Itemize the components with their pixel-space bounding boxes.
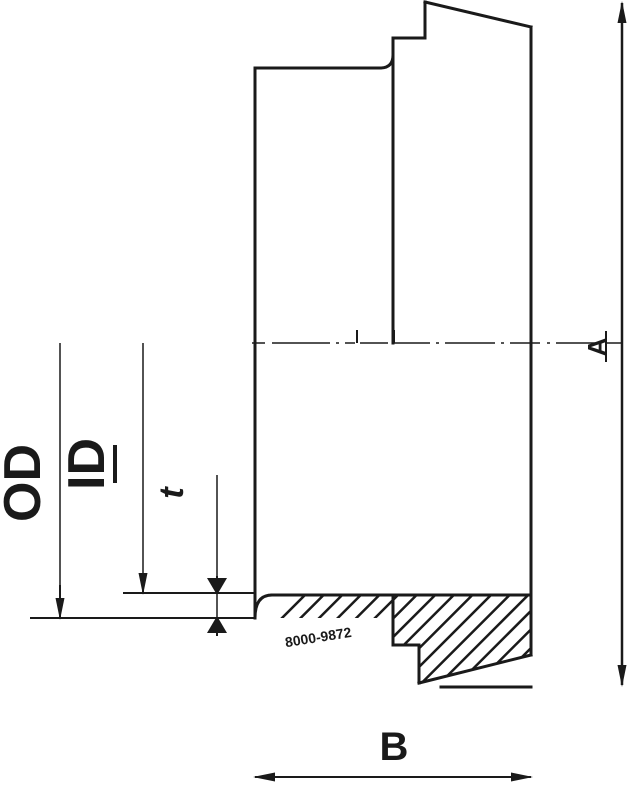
svg-text:ID: ID bbox=[58, 438, 116, 490]
svg-text:OD: OD bbox=[0, 444, 52, 522]
svg-text:8000-9872: 8000-9872 bbox=[284, 624, 353, 650]
svg-text:A: A bbox=[582, 337, 612, 356]
svg-text:t: t bbox=[153, 486, 191, 499]
svg-text:B: B bbox=[380, 725, 409, 769]
